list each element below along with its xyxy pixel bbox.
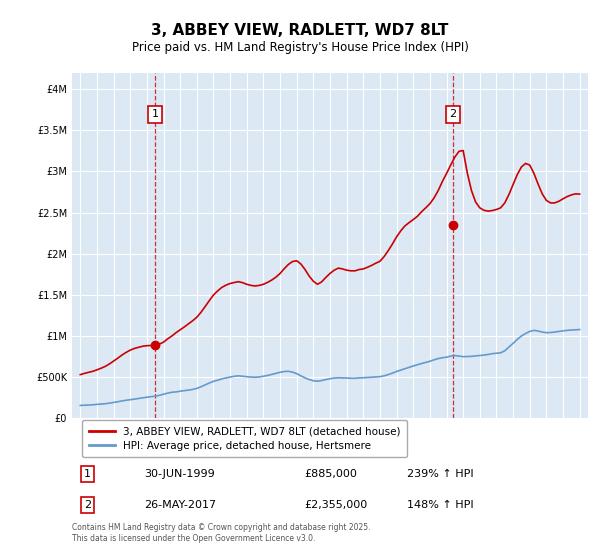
- Text: 2: 2: [449, 109, 457, 119]
- Text: 30-JUN-1999: 30-JUN-1999: [144, 469, 215, 479]
- Legend: 3, ABBEY VIEW, RADLETT, WD7 8LT (detached house), HPI: Average price, detached h: 3, ABBEY VIEW, RADLETT, WD7 8LT (detache…: [82, 421, 407, 457]
- Text: Price paid vs. HM Land Registry's House Price Index (HPI): Price paid vs. HM Land Registry's House …: [131, 41, 469, 54]
- Text: 2: 2: [84, 500, 91, 510]
- Text: Contains HM Land Registry data © Crown copyright and database right 2025.
This d: Contains HM Land Registry data © Crown c…: [72, 523, 371, 543]
- Text: 1: 1: [84, 469, 91, 479]
- Text: £2,355,000: £2,355,000: [304, 500, 367, 510]
- Text: 239% ↑ HPI: 239% ↑ HPI: [407, 469, 474, 479]
- Text: 1: 1: [152, 109, 159, 119]
- Text: £885,000: £885,000: [304, 469, 357, 479]
- Text: 26-MAY-2017: 26-MAY-2017: [144, 500, 217, 510]
- Text: 148% ↑ HPI: 148% ↑ HPI: [407, 500, 474, 510]
- Text: 3, ABBEY VIEW, RADLETT, WD7 8LT: 3, ABBEY VIEW, RADLETT, WD7 8LT: [151, 24, 449, 38]
